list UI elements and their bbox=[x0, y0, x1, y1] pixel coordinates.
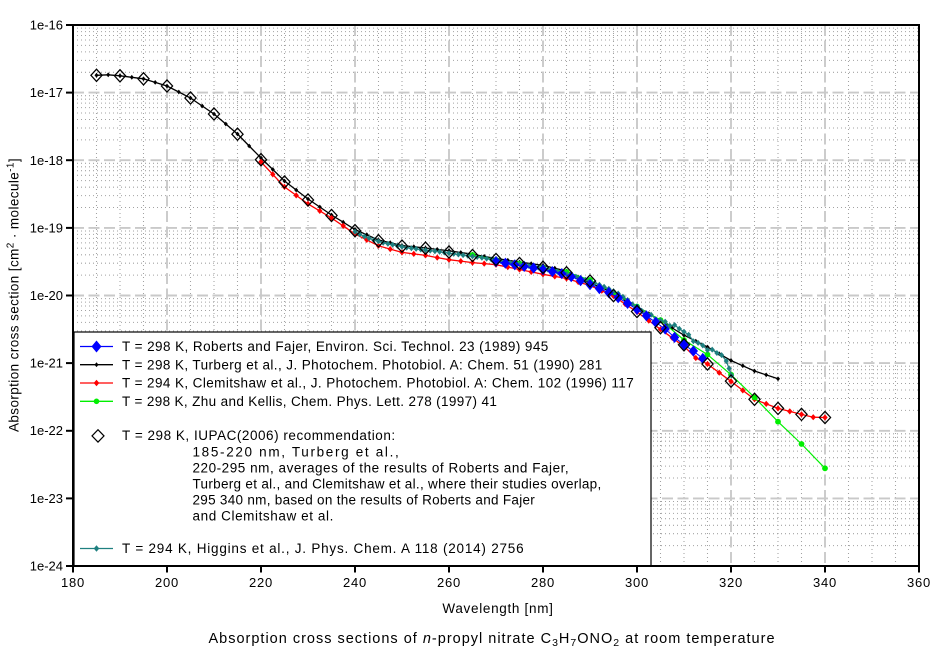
svg-text:220: 220 bbox=[249, 575, 273, 590]
svg-text:220-295 nm, averages of the re: 220-295 nm, averages of the results of R… bbox=[193, 461, 570, 476]
svg-text:T = 298 K, IUPAC(2006) recomme: T = 298 K, IUPAC(2006) recommendation: bbox=[122, 428, 396, 443]
svg-text:240: 240 bbox=[343, 575, 367, 590]
svg-text:T = 298 K, Turberg et al., J.: T = 298 K, Turberg et al., J. Photochem.… bbox=[122, 357, 603, 372]
svg-text:1e-22: 1e-22 bbox=[30, 423, 63, 438]
svg-text:Absorption cross sections of n: Absorption cross sections of n-propyl ni… bbox=[208, 631, 775, 649]
svg-text:185-220 nm, Turberg et al.,: 185-220 nm, Turberg et al., bbox=[193, 445, 401, 460]
svg-text:1e-20: 1e-20 bbox=[30, 288, 63, 303]
svg-text:1e-16: 1e-16 bbox=[30, 18, 63, 33]
svg-text:1e-18: 1e-18 bbox=[30, 153, 63, 168]
svg-text:1e-24: 1e-24 bbox=[30, 559, 63, 574]
svg-text:295 340 nm, based on the resul: 295 340 nm, based on the results of Robe… bbox=[193, 493, 536, 508]
svg-text:T = 294 K, Clemitshaw et al.,: T = 294 K, Clemitshaw et al., J. Photoch… bbox=[122, 376, 634, 391]
svg-text:Wavelength [nm]: Wavelength [nm] bbox=[442, 601, 553, 616]
svg-text:Turberg et al., and Clemitshaw: Turberg et al., and Clemitshaw et al., w… bbox=[193, 477, 602, 492]
svg-text:1e-17: 1e-17 bbox=[30, 85, 63, 100]
svg-text:T = 294 K, Higgins et al., J.: T = 294 K, Higgins et al., J. Phys. Chem… bbox=[122, 541, 524, 556]
svg-text:and Clemitshaw et al.: and Clemitshaw et al. bbox=[193, 509, 334, 524]
svg-text:360: 360 bbox=[907, 575, 931, 590]
svg-text:Absorption cross section [cm2: Absorption cross section [cm2 · molecule… bbox=[6, 158, 22, 432]
svg-text:1e-21: 1e-21 bbox=[30, 356, 63, 371]
svg-text:340: 340 bbox=[813, 575, 837, 590]
svg-text:260: 260 bbox=[437, 575, 461, 590]
svg-text:200: 200 bbox=[155, 575, 179, 590]
svg-text:1e-23: 1e-23 bbox=[30, 491, 63, 506]
svg-text:1e-19: 1e-19 bbox=[30, 220, 63, 235]
svg-text:T = 298 K, Zhu and Kellis, Che: T = 298 K, Zhu and Kellis, Chem. Phys. L… bbox=[122, 394, 497, 409]
svg-text:320: 320 bbox=[719, 575, 743, 590]
svg-text:180: 180 bbox=[61, 575, 85, 590]
svg-text:T = 298 K, Roberts and Fajer,: T = 298 K, Roberts and Fajer, Environ. S… bbox=[122, 339, 549, 354]
svg-text:280: 280 bbox=[531, 575, 555, 590]
svg-text:300: 300 bbox=[625, 575, 649, 590]
